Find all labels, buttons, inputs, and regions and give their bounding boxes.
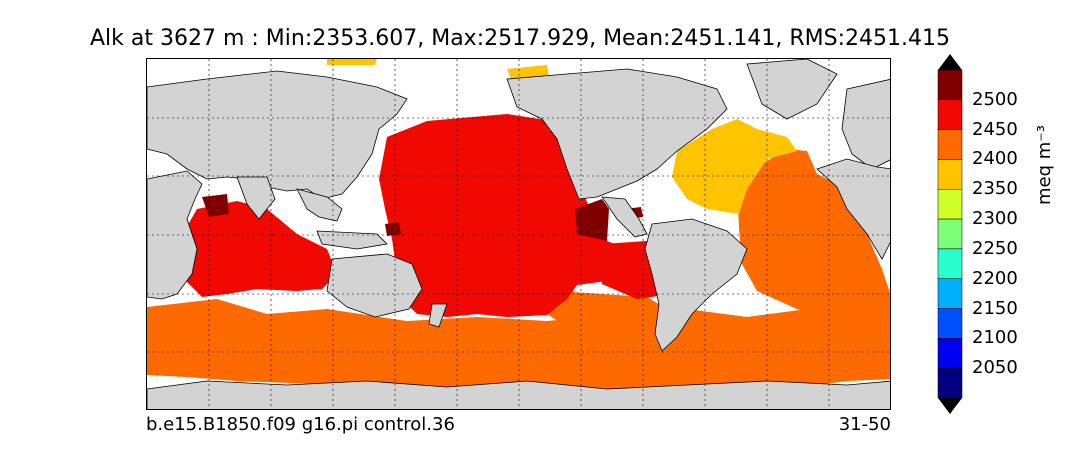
colorbar-tick-label: 2100 <box>972 327 1018 349</box>
gridlines <box>147 59 890 409</box>
land-north-america <box>506 68 728 200</box>
colorbar-tick-label: 2350 <box>972 178 1018 200</box>
colorbar-unit-label: meq m⁻³ <box>1034 124 1055 205</box>
year-range-label: 31-50 <box>838 414 891 435</box>
land-indonesia <box>316 230 388 250</box>
map-canvas <box>147 59 890 409</box>
colorbar-tick-label: 2500 <box>972 88 1018 110</box>
colorbar-tick-label: 2450 <box>972 118 1018 140</box>
region-north-atlantic <box>672 119 797 214</box>
land-australia <box>326 253 423 318</box>
region-south-atlantic <box>737 149 890 317</box>
land-south-america <box>644 218 748 352</box>
colorbar-extend-max-arrow <box>938 54 962 70</box>
colorbar-bin-2400-2450 <box>937 129 963 160</box>
ocean-map <box>146 58 891 410</box>
colorbar-extend-min-arrow <box>938 398 962 414</box>
plot-title: Alk at 3627 m : Min:2353.607, Max:2517.9… <box>90 26 950 51</box>
colorbar-bin-2000-2050 <box>937 367 963 399</box>
colorbar-bin-2200-2250 <box>937 248 963 279</box>
land-central-america <box>601 196 648 238</box>
colorbar-bin-2500-2550 <box>937 69 963 101</box>
colorbar-bin-2450-2500 <box>937 99 963 130</box>
colorbar-bin-2250-2300 <box>937 218 963 250</box>
land-west-africa <box>816 158 890 260</box>
land-southeast-asia <box>296 188 343 222</box>
land-india <box>236 176 276 220</box>
land-greenland <box>746 59 838 120</box>
region-philippine-max <box>385 222 401 236</box>
colorbar-tick-label: 2200 <box>972 267 1018 289</box>
land-africa <box>147 170 203 300</box>
colorbar-bin-2300-2350 <box>937 189 963 220</box>
land-eurasia <box>147 70 408 200</box>
land-west-europe <box>841 79 890 170</box>
colorbar-tick-label: 2300 <box>972 208 1018 230</box>
colorbar-tick-label: 2150 <box>972 297 1018 319</box>
colorbar-bin-2350-2400 <box>937 159 963 190</box>
region-arctic-yellow <box>327 59 377 65</box>
land-layer <box>147 59 890 409</box>
colorbar-tick-label: 2050 <box>972 357 1018 379</box>
colorbar <box>937 54 963 414</box>
colorbar-bin-2150-2200 <box>937 278 963 309</box>
region-east-pacific-max <box>575 199 609 241</box>
colorbar-tick-label: 2400 <box>972 148 1018 170</box>
colorbar-bin-2100-2150 <box>937 308 963 339</box>
land-new-zealand <box>428 303 448 328</box>
colorbar-tick-label: 2250 <box>972 237 1018 259</box>
region-indian <box>177 201 337 297</box>
case-name-label: b.e15.B1850.f09 g16.pi control.36 <box>146 414 455 435</box>
region-south-pacific-orange <box>547 291 667 331</box>
colorbar-bin-2050-2100 <box>937 338 963 369</box>
land-antarctica <box>147 380 890 409</box>
